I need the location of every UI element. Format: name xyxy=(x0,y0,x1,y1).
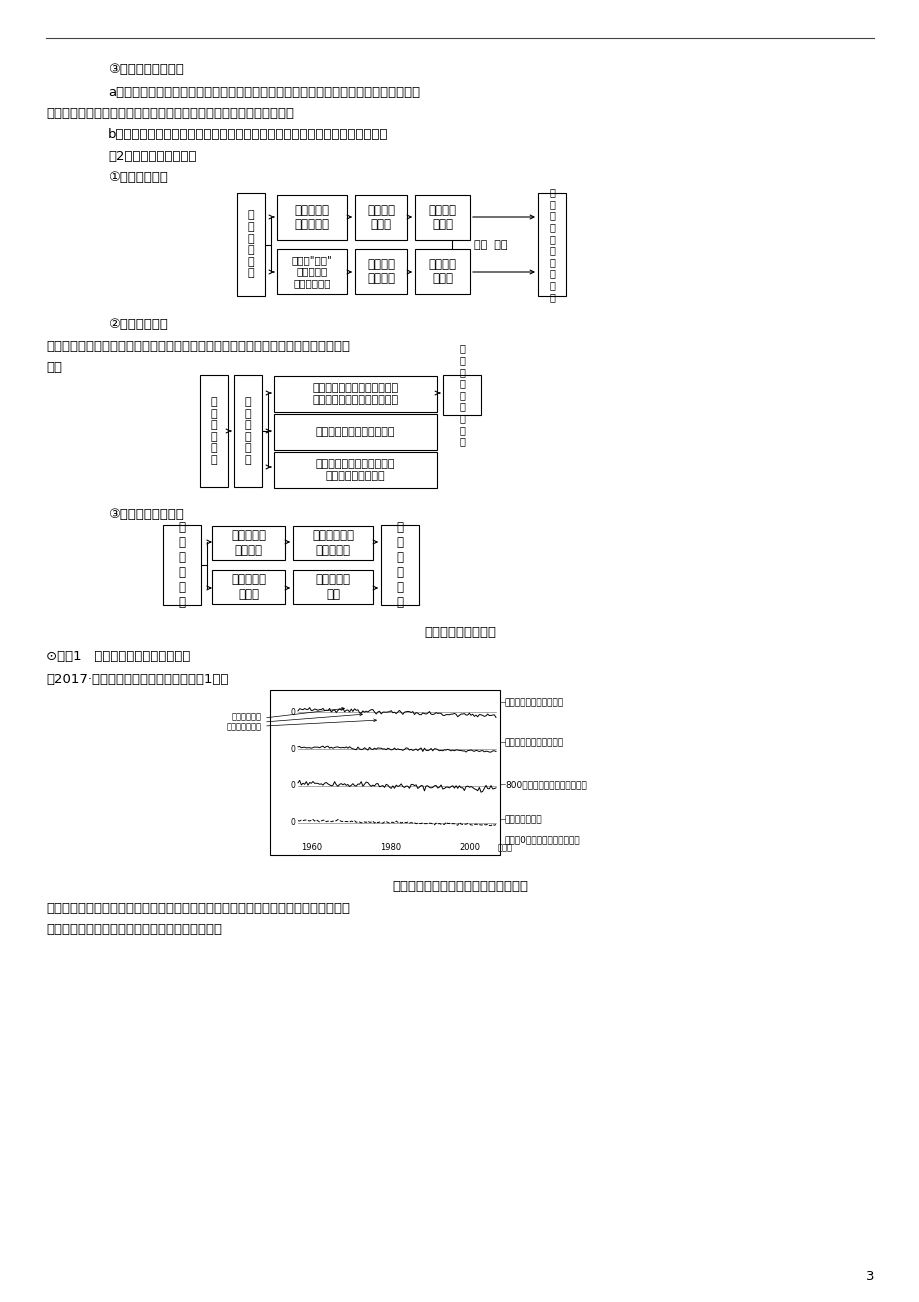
Text: 全球气候变暖导致的环境变化越来越引人关注。地理小组的学生将图中近十几年来（阴: 全球气候变暖导致的环境变化越来越引人关注。地理小组的学生将图中近十几年来（阴 xyxy=(46,902,349,915)
Bar xyxy=(237,193,265,296)
Text: 全球气候变暖相关数据变化趋势示意图: 全球气候变暖相关数据变化趋势示意图 xyxy=(391,880,528,893)
Text: 扩大疫病的
流行: 扩大疫病的 流行 xyxy=(315,573,350,602)
Text: 粮食生产
潜力降低: 粮食生产 潜力降低 xyxy=(367,258,394,285)
Bar xyxy=(211,526,285,560)
Text: （注：0值线表示多年平均值）: （注：0值线表示多年平均值） xyxy=(505,835,580,844)
Text: 3: 3 xyxy=(865,1269,873,1282)
Text: ③对生态环境的影响: ③对生态环境的影响 xyxy=(108,62,184,76)
Bar xyxy=(414,195,470,240)
Bar xyxy=(538,193,565,296)
Text: 1980: 1980 xyxy=(380,842,402,852)
Text: ②对工业的影响: ②对工业的影响 xyxy=(108,318,167,331)
Text: 排放温室气体的工业受限制: 排放温室气体的工业受限制 xyxy=(315,427,395,437)
Bar xyxy=(355,249,406,294)
Text: 示：: 示： xyxy=(46,361,62,374)
Text: 800米以下海洋储热量变化曲线: 800米以下海洋储热量变化曲线 xyxy=(505,780,586,789)
Bar xyxy=(355,195,406,240)
Text: 年平均海面温度变化曲线: 年平均海面温度变化曲线 xyxy=(505,738,563,747)
Bar xyxy=(435,690,499,855)
Bar xyxy=(292,526,372,560)
Text: 全
球
气
候
变
暖: 全 球 气 候 变 暖 xyxy=(178,521,186,609)
Bar xyxy=(277,195,346,240)
Text: 年平均陆面温度变化曲线: 年平均陆面温度变化曲线 xyxy=(505,698,563,707)
Text: 海平面变化曲线: 海平面变化曲线 xyxy=(505,815,542,824)
Text: 全
球
气
候
变
暖: 全 球 气 候 变 暖 xyxy=(244,397,251,465)
Text: b．有利影响：植物光合作用增强，二氧化碳的施肥效应提高了植物的生产率。: b．有利影响：植物光合作用增强，二氧化碳的施肥效应提高了植物的生产率。 xyxy=(108,128,388,141)
Text: 0: 0 xyxy=(289,818,295,827)
Text: （年）: （年） xyxy=(497,842,513,852)
Text: 加快、干扰人
体新陈代谢: 加快、干扰人 体新陈代谢 xyxy=(312,529,354,557)
Text: 节水节能技术、耐高温耐干
旱技术获得广阔市场: 节水节能技术、耐高温耐干 旱技术获得广阔市场 xyxy=(315,460,395,480)
Text: ①对农业的影响: ①对农业的影响 xyxy=(108,171,167,184)
Text: 疾病传播媒
介扩大: 疾病传播媒 介扩大 xyxy=(231,573,266,602)
Text: 使得大量物种因难以适应新的生存环境而灭绝，造成生物多样性减少。: 使得大量物种因难以适应新的生存环境而灭绝，造成生物多样性减少。 xyxy=(46,107,294,120)
Bar xyxy=(274,452,437,488)
Text: ③对人类健康的影响: ③对人类健康的影响 xyxy=(108,508,184,521)
Bar xyxy=(199,375,228,487)
Text: 极端天气和
气候增多: 极端天气和 气候增多 xyxy=(231,529,266,557)
Bar xyxy=(443,375,481,415)
Text: （2）对人类活动的影响: （2）对人类活动的影响 xyxy=(108,150,197,163)
Bar xyxy=(233,375,262,487)
Text: a．不利影响：破坏生态系统，甚至对一些地区的生态系统造成严重的不可逆转的破坏，: a．不利影响：破坏生态系统，甚至对一些地区的生态系统造成严重的不可逆转的破坏， xyxy=(108,86,420,99)
Text: 1960: 1960 xyxy=(301,842,322,852)
Bar xyxy=(292,570,372,604)
Bar xyxy=(277,249,346,294)
Text: ［运用一考向对练］: ［运用一考向对练］ xyxy=(424,626,495,639)
Text: 2000: 2000 xyxy=(460,842,481,852)
Text: 减少高纬地区供暖的能源消耗
增加低纬地区制冷的能源消耗: 减少高纬地区供暖的能源消耗 增加低纬地区制冷的能源消耗 xyxy=(312,383,398,405)
Bar xyxy=(211,570,285,604)
Text: 中纬度"谷物"
带的变暖及
作物水分亏缺: 中纬度"谷物" 带的变暖及 作物水分亏缺 xyxy=(291,255,332,288)
Bar xyxy=(274,414,437,450)
Text: 中纬度地
区受损: 中纬度地 区受损 xyxy=(428,258,456,285)
Text: 温室气体主要来源于工业生产，因此全球气候变暖对工业结构调整的影响显著，如下所: 温室气体主要来源于工业生产，因此全球气候变暖对工业结构调整的影响显著，如下所 xyxy=(46,340,349,353)
Text: 全
球
气
候
变
暖: 全 球 气 候 变 暖 xyxy=(247,211,254,279)
Text: 影所示）相关数据的变化趋势与以前进行了比较。: 影所示）相关数据的变化趋势与以前进行了比较。 xyxy=(46,923,221,936)
Text: 北半球变暖
温度带北移: 北半球变暖 温度带北移 xyxy=(294,203,329,232)
Bar xyxy=(163,525,200,605)
Bar xyxy=(380,525,418,605)
Text: 0: 0 xyxy=(289,781,295,790)
Text: 总
体
上
能
源
消
耗
增
加: 总 体 上 能 源 消 耗 增 加 xyxy=(459,344,464,447)
Text: 世
界
粮
食
产
量
总
体
下
降: 世 界 粮 食 产 量 总 体 下 降 xyxy=(549,187,554,302)
Text: 0: 0 xyxy=(289,708,295,717)
Text: 不能  补偿: 不能 补偿 xyxy=(473,240,507,250)
Bar xyxy=(414,249,470,294)
Text: （2017·天津高考）读图文材料，回答第1题。: （2017·天津高考）读图文材料，回答第1题。 xyxy=(46,673,228,686)
Text: 温
室
气
体
排
放: 温 室 气 体 排 放 xyxy=(210,397,217,465)
Text: 高纬度地
区受益: 高纬度地 区受益 xyxy=(428,203,456,232)
Text: ⊙考向1   全球气候变暖的原因及影响: ⊙考向1 全球气候变暖的原因及影响 xyxy=(46,650,190,663)
Text: 危
害
人
体
健
康: 危 害 人 体 健 康 xyxy=(396,521,403,609)
Bar xyxy=(274,376,437,411)
Bar xyxy=(269,690,499,855)
Text: 有利于作
物生长: 有利于作 物生长 xyxy=(367,203,394,232)
Text: 0: 0 xyxy=(289,745,295,754)
Text: 火山喷发事件
出现的主要年份: 火山喷发事件 出现的主要年份 xyxy=(227,712,262,732)
